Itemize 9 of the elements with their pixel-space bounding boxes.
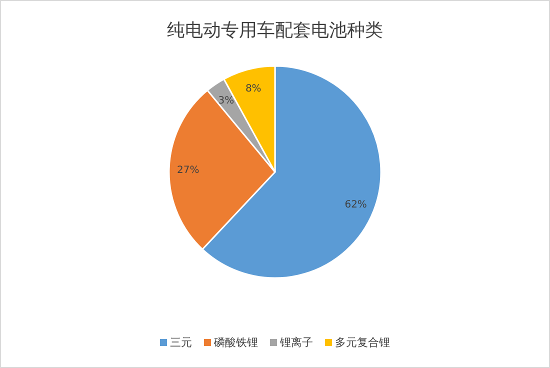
data-label: 27% (177, 164, 200, 176)
legend-label: 三元 (170, 336, 192, 349)
data-label: 62% (344, 199, 367, 210)
legend-label: 磷酸铁锂 (213, 336, 258, 349)
legend-label: 锂离子 (279, 336, 313, 349)
data-label: 3% (218, 96, 234, 107)
legend-label: 多元复合锂 (335, 336, 390, 349)
chart-title: 纯电动专用车配套电池种类 (167, 20, 383, 41)
data-label: 8% (245, 83, 262, 94)
